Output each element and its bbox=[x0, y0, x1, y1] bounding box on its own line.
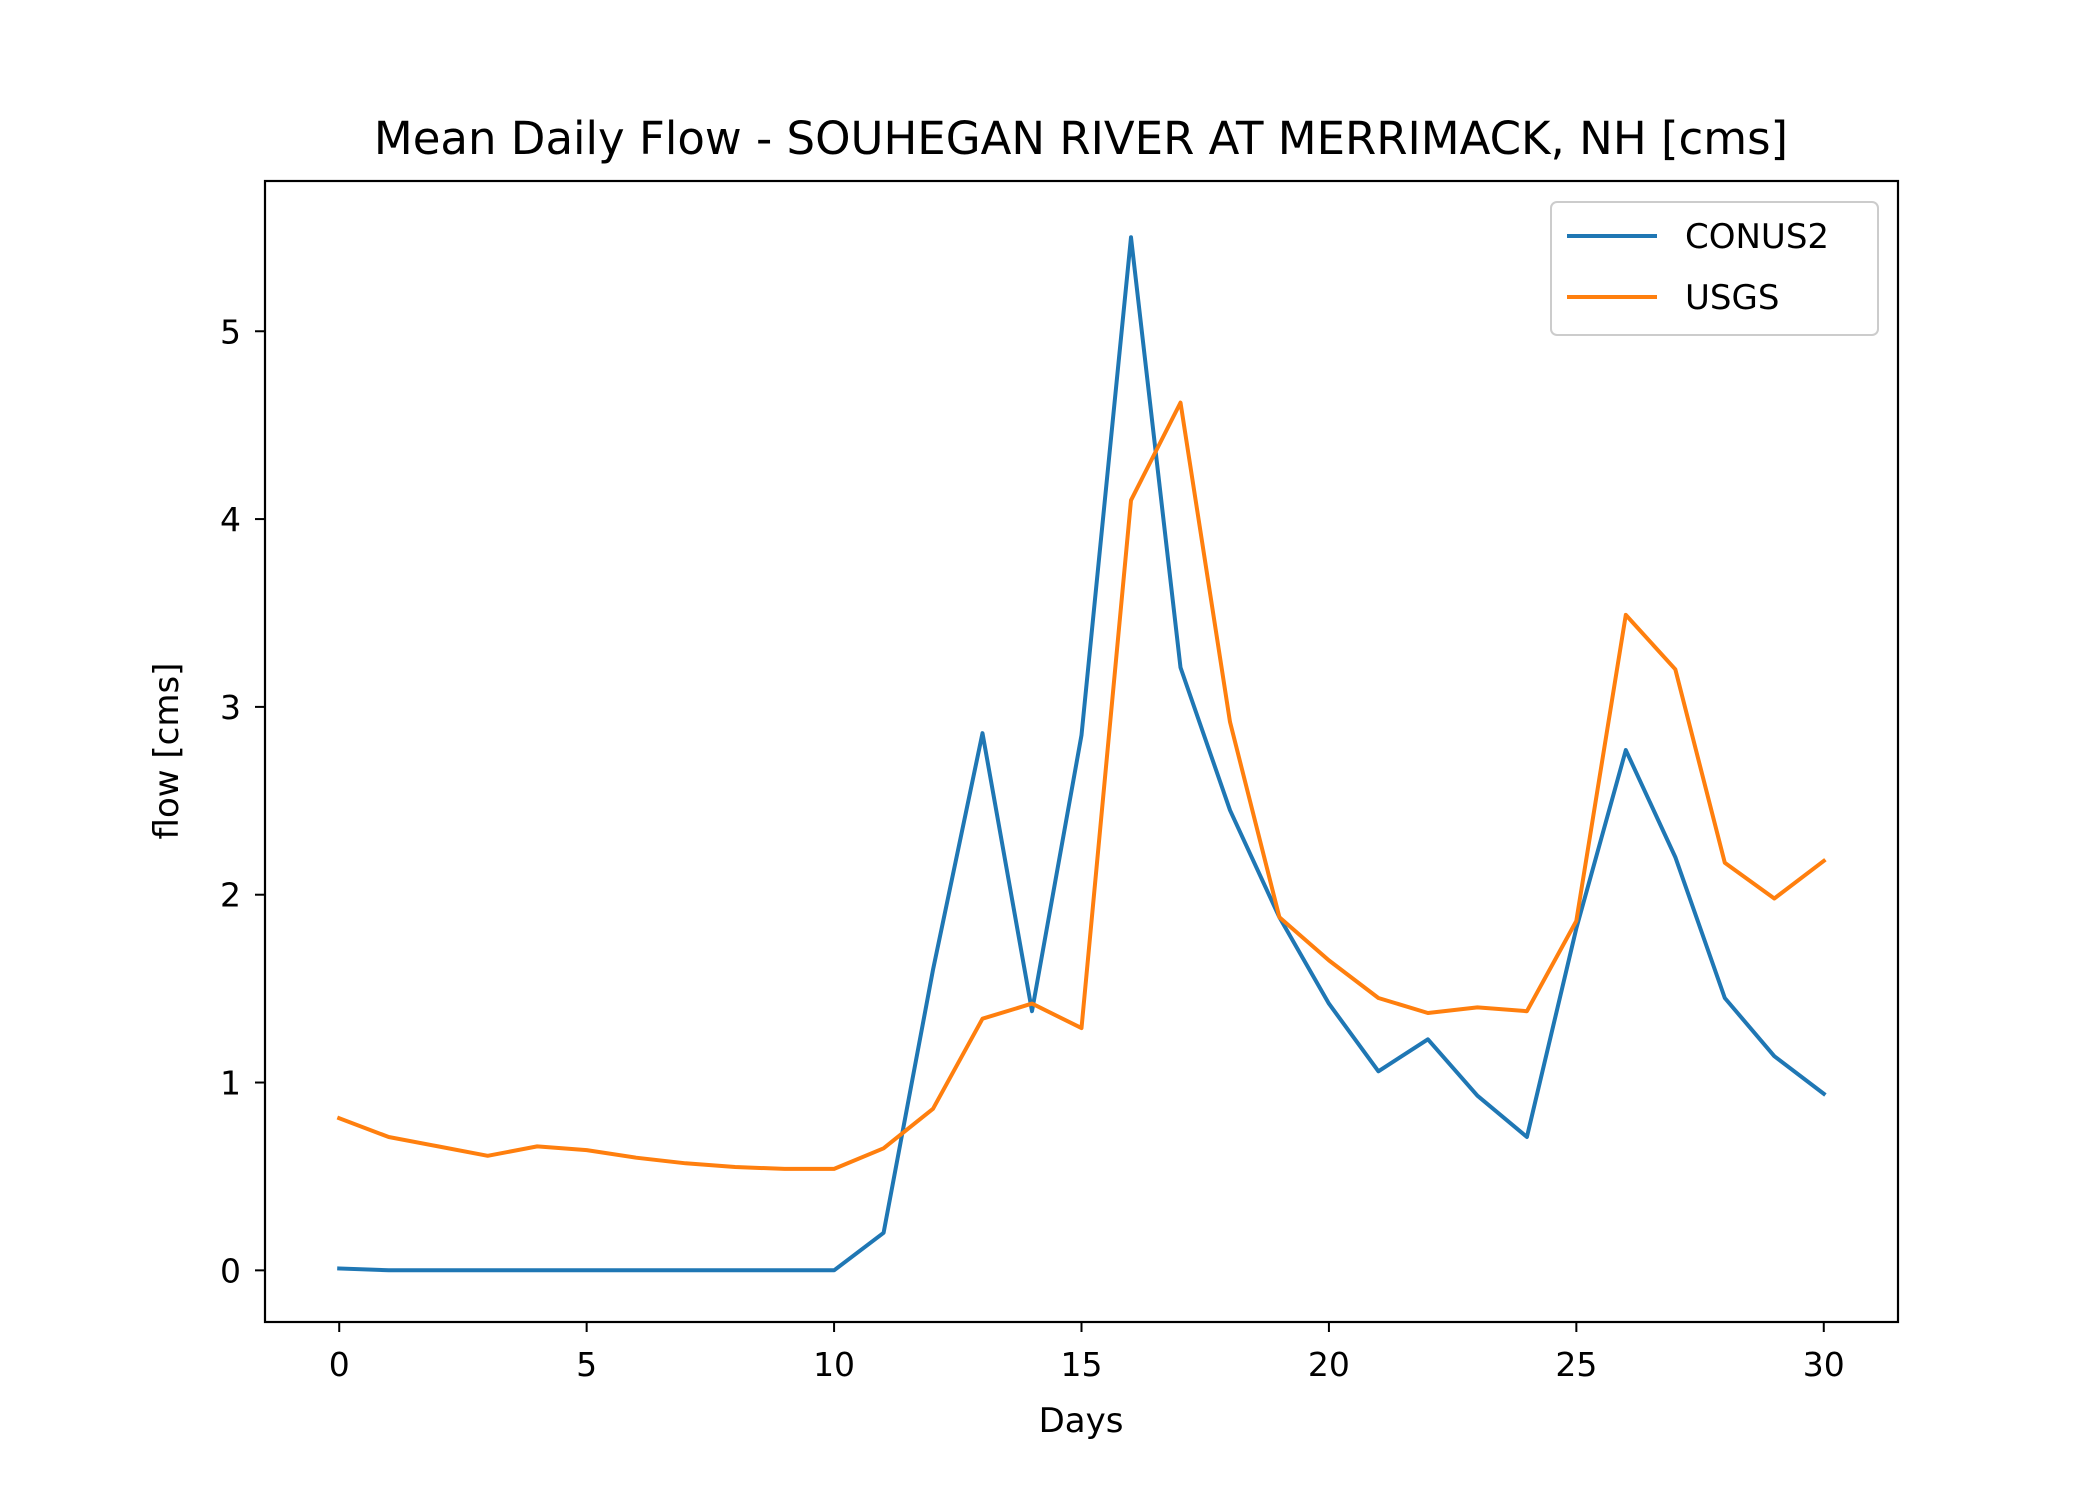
series-line-conus2 bbox=[337, 235, 1827, 1273]
x-tick-label: 0 bbox=[329, 1345, 350, 1384]
y-tick-label: 1 bbox=[220, 1064, 241, 1103]
x-tick-label: 5 bbox=[576, 1345, 597, 1384]
chart-title: Mean Daily Flow - SOUHEGAN RIVER AT MERR… bbox=[374, 112, 1788, 165]
x-tick-label: 25 bbox=[1555, 1345, 1597, 1384]
legend: CONUS2 USGS bbox=[1550, 201, 1879, 336]
y-tick-label: 3 bbox=[220, 688, 241, 727]
y-tick-label: 4 bbox=[220, 500, 241, 539]
series-line-usgs bbox=[336, 400, 1827, 1171]
x-tick-label: 10 bbox=[813, 1345, 855, 1384]
x-tick-label: 20 bbox=[1308, 1345, 1350, 1384]
series-lines bbox=[336, 235, 1827, 1273]
plot-area-frame bbox=[263, 179, 1900, 1324]
y-tick-label: 5 bbox=[220, 312, 241, 351]
y-tick-label: 2 bbox=[220, 876, 241, 915]
legend-label-conus2: CONUS2 bbox=[1685, 217, 1829, 257]
y-axis-label: flow [cms] bbox=[147, 663, 187, 840]
y-axis-ticks: 0 1 2 3 4 5 bbox=[220, 312, 265, 1290]
x-axis-label: Days bbox=[1039, 1401, 1124, 1441]
x-axis-ticks: 0 5 10 15 20 25 30 bbox=[329, 1322, 1845, 1384]
legend-label-usgs: USGS bbox=[1685, 278, 1779, 318]
x-tick-label: 15 bbox=[1061, 1345, 1103, 1384]
x-tick-label: 30 bbox=[1803, 1345, 1845, 1384]
y-tick-label: 0 bbox=[220, 1251, 241, 1290]
